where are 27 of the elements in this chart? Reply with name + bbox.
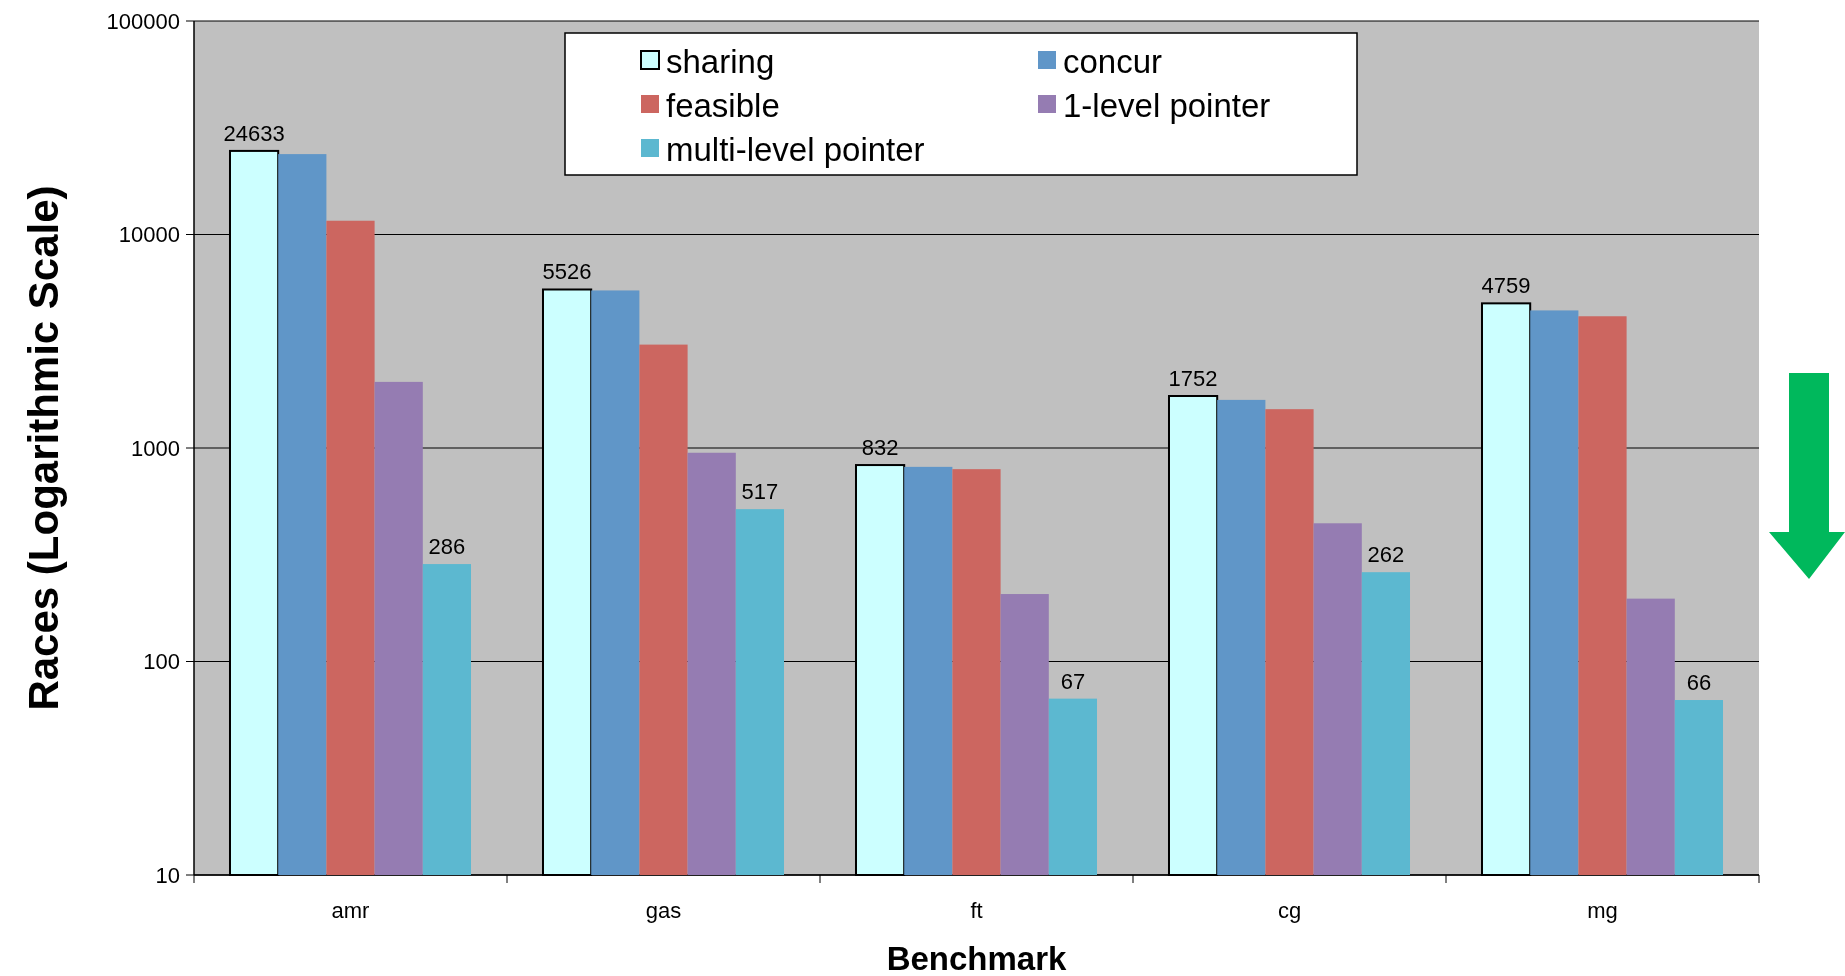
y-axis-title: Races (Logarithmic Scale) bbox=[20, 185, 67, 711]
legend-label: sharing bbox=[666, 42, 775, 80]
data-label: 832 bbox=[861, 435, 899, 461]
data-label: 5526 bbox=[542, 259, 592, 285]
x-tick-label: mg bbox=[1587, 898, 1618, 923]
data-label: 1752 bbox=[1168, 366, 1218, 392]
data-label: 24633 bbox=[223, 120, 285, 146]
data-label: 262 bbox=[1367, 542, 1405, 568]
legend-label: feasible bbox=[666, 86, 780, 124]
legend-label: concur bbox=[1063, 42, 1163, 80]
y-tick-label: 1000 bbox=[131, 435, 180, 461]
y-tick-label: 100 bbox=[143, 649, 180, 675]
x-tick-label: gas bbox=[645, 898, 682, 923]
legend-label: 1-level pointer bbox=[1063, 86, 1271, 124]
data-label: 67 bbox=[1060, 668, 1086, 694]
x-tick-label: cg bbox=[1277, 898, 1302, 923]
data-label: 286 bbox=[428, 534, 466, 560]
data-label: 4759 bbox=[1481, 273, 1531, 299]
x-tick-label: ft bbox=[970, 898, 983, 923]
data-label: 517 bbox=[741, 479, 779, 505]
y-tick-label: 100000 bbox=[106, 8, 180, 34]
data-label: 66 bbox=[1686, 670, 1712, 696]
y-tick-label: 10 bbox=[155, 862, 180, 888]
legend-label: multi-level pointer bbox=[666, 130, 925, 168]
x-axis-title: Benchmark bbox=[886, 940, 1068, 976]
x-tick-label: amr bbox=[331, 898, 370, 923]
y-tick-label: 10000 bbox=[118, 222, 180, 248]
